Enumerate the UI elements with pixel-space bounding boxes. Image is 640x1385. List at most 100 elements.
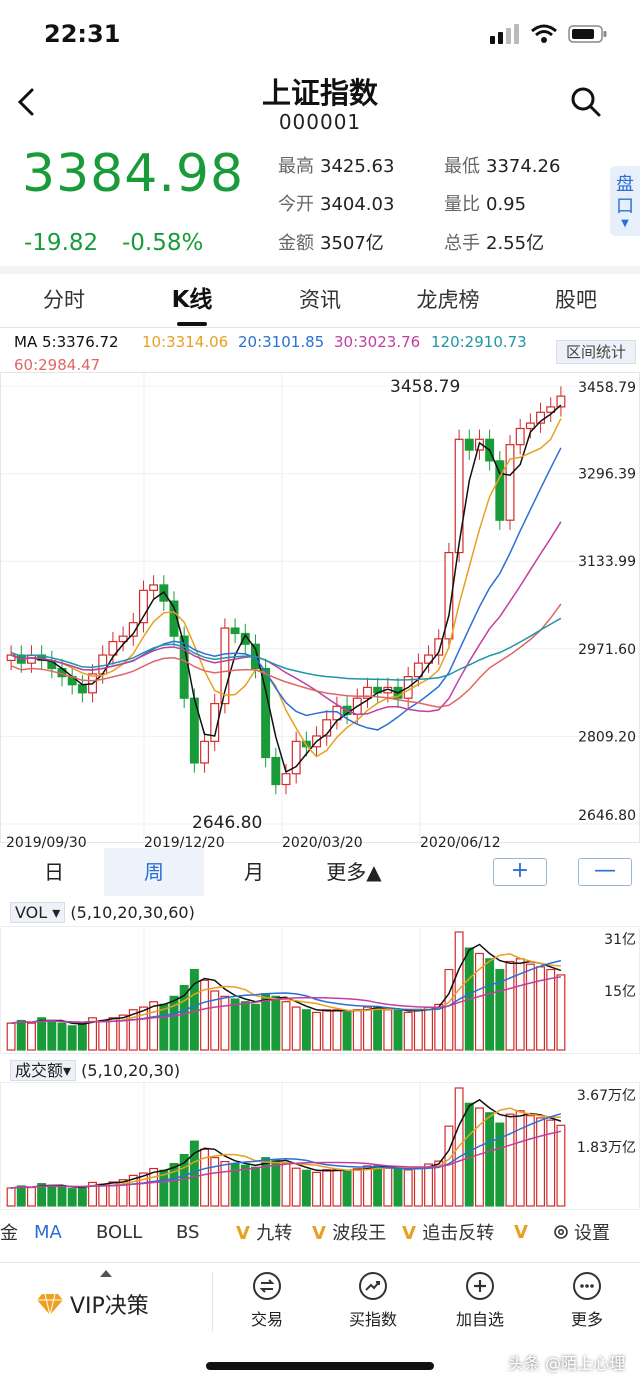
indicator-more-v[interactable]: V xyxy=(514,1221,528,1243)
volume-bar xyxy=(98,1019,108,1051)
watermark: 头条 @陌上心理 xyxy=(508,1354,626,1373)
volume-bar xyxy=(454,931,464,1051)
more-button[interactable]: 更多 xyxy=(537,1272,637,1330)
volume-bar xyxy=(128,1009,138,1051)
tab-news[interactable]: 资讯 xyxy=(299,288,341,312)
volume-bar xyxy=(200,1148,210,1207)
back-button[interactable] xyxy=(12,84,40,120)
pankou-label: 盘口 xyxy=(616,174,634,217)
kline-candle xyxy=(546,406,556,413)
pankou-button[interactable]: 盘口 ▼ xyxy=(610,166,640,236)
volume-bar xyxy=(67,1188,77,1207)
stat-volume-ratio: 量比 0.95 xyxy=(444,194,527,215)
add-watchlist-button[interactable]: 加自选 xyxy=(430,1272,530,1330)
amount-chart[interactable]: 3.67万亿 1.83万亿 xyxy=(0,1082,640,1212)
volume-bar xyxy=(200,979,210,1051)
tab-kline[interactable]: K线 xyxy=(128,276,256,326)
kline-candle xyxy=(200,740,210,764)
search-icon xyxy=(571,87,601,117)
volume-bar xyxy=(261,993,271,1051)
stat-total-hands: 总手 2.55亿 xyxy=(444,233,545,254)
kline-candle xyxy=(230,627,240,635)
kline-candle xyxy=(444,551,454,640)
volume-bar xyxy=(474,1107,484,1207)
trade-label: 交易 xyxy=(250,1310,283,1329)
indicator-boduanwang[interactable]: V 波段王 xyxy=(312,1223,387,1244)
settings-button[interactable]: 设置 xyxy=(552,1219,630,1245)
tab-dragon-tiger[interactable]: 龙虎榜 xyxy=(416,288,480,312)
volume-bar xyxy=(505,1113,515,1207)
zoom-out-button[interactable]: — xyxy=(578,858,632,886)
volume-bar xyxy=(98,1183,108,1207)
ma10-label: 10:3314.06 xyxy=(142,333,229,351)
kline-x-tick: 2019/12/20 xyxy=(144,835,225,850)
search-button[interactable] xyxy=(570,86,602,118)
kline-candle xyxy=(281,773,291,786)
indicator-bs[interactable]: BS xyxy=(176,1221,200,1243)
volume-bar xyxy=(332,1168,342,1207)
tab-forum[interactable]: 股吧 xyxy=(555,288,597,312)
period-selector: 日 周 月 更多▲ xyxy=(4,848,404,896)
period-more[interactable]: 更多▲ xyxy=(326,860,382,884)
volume-bar xyxy=(26,1186,36,1207)
indicator-jiuzhuan[interactable]: V 九转 xyxy=(236,1223,293,1244)
indicator-zhuiji[interactable]: V 追击反转 xyxy=(402,1223,495,1244)
kline-candle xyxy=(515,427,525,446)
volume-bar xyxy=(261,1157,271,1207)
period-week[interactable]: 周 xyxy=(104,848,204,896)
volume-bar xyxy=(383,1167,393,1207)
indicator-cut[interactable]: 金 xyxy=(0,1223,18,1244)
indicator-boll[interactable]: BOLL xyxy=(96,1221,143,1243)
kline-chart[interactable]: 3458.79 3296.39 3133.99 2971.60 2809.20 2646.… xyxy=(0,372,640,850)
vip-button[interactable]: VIP决策 xyxy=(36,1288,149,1320)
kline-candle xyxy=(291,740,301,775)
volume-bar xyxy=(546,968,556,1051)
tab-timeshare[interactable]: 分时 xyxy=(43,288,85,312)
volume-bar xyxy=(312,1171,322,1207)
indicator-ma[interactable]: MA xyxy=(34,1221,62,1243)
period-day[interactable]: 日 xyxy=(44,860,64,884)
zoom-in-button[interactable]: + xyxy=(493,858,547,886)
kline-candle xyxy=(556,395,566,408)
volume-bar xyxy=(210,990,220,1051)
volume-bar xyxy=(556,974,566,1051)
diamond-icon xyxy=(37,1293,63,1316)
volume-bar xyxy=(118,1014,128,1051)
buy-index-label: 买指数 xyxy=(348,1310,397,1329)
volume-bar xyxy=(47,1019,57,1051)
volume-bar xyxy=(77,1185,87,1207)
stat-amount: 金额 3507亿 xyxy=(278,233,384,254)
tab-bar: 分时 K线 资讯 龙虎榜 股吧 xyxy=(0,276,640,326)
volume-bar xyxy=(291,1006,301,1051)
current-price: 3384.98 xyxy=(22,144,245,204)
volume-bar xyxy=(352,1168,362,1207)
kline-candle xyxy=(525,422,535,430)
vol-selector[interactable]: VOL ▾ xyxy=(10,902,66,923)
volume-bar xyxy=(6,1187,16,1207)
kline-low-label: 2646.80 xyxy=(192,813,262,833)
range-stats-button[interactable]: 区间统计 xyxy=(556,340,636,364)
volume-bar xyxy=(383,1009,393,1051)
volume-chart[interactable]: 31亿 15亿 xyxy=(0,926,640,1056)
amount-selector[interactable]: 成交额▾ xyxy=(10,1060,77,1081)
kline-candle xyxy=(138,589,148,624)
bottom-divider xyxy=(212,1272,213,1332)
kline-y-tick: 2646.80 xyxy=(578,808,636,824)
panel-tick-mid: 15亿 xyxy=(604,984,636,1000)
trade-button[interactable]: 交易 xyxy=(217,1272,317,1330)
volume-bar xyxy=(434,1003,444,1051)
vol-ma5 xyxy=(10,943,562,1025)
volume-bar xyxy=(250,1003,260,1051)
ma30-line xyxy=(10,521,562,716)
kline-candle xyxy=(210,703,220,742)
buy-index-button[interactable]: 买指数 xyxy=(323,1272,423,1330)
volume-bar xyxy=(424,1163,434,1207)
volume-bar xyxy=(322,1169,332,1207)
volume-bar xyxy=(403,1011,413,1051)
volume-bar xyxy=(118,1179,128,1207)
caret-down-icon: ▼ xyxy=(621,218,629,229)
kline-candle xyxy=(454,438,464,554)
stock-code: 000001 xyxy=(278,110,362,134)
volume-bar xyxy=(413,1166,423,1207)
period-month[interactable]: 月 xyxy=(244,860,264,884)
